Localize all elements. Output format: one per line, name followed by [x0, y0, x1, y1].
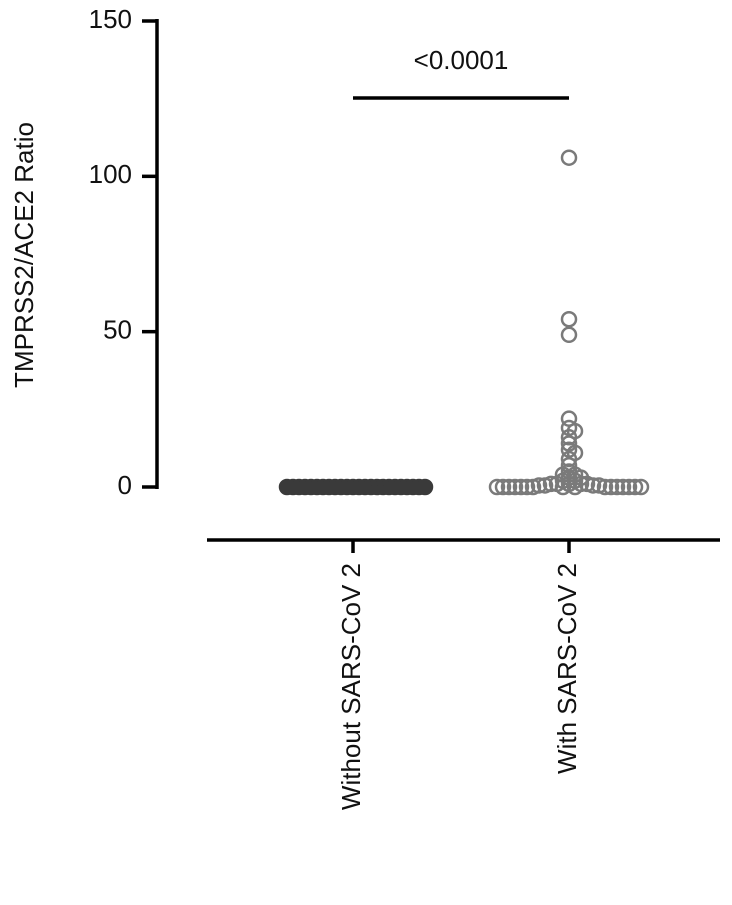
y-tick-label: 150: [89, 4, 132, 34]
data-point: [608, 478, 626, 496]
data-point: [560, 149, 578, 166]
data-point: [560, 429, 578, 446]
data-point: [620, 478, 638, 496]
data-point: [596, 478, 614, 496]
data-point: [518, 478, 536, 496]
data-point: [536, 477, 554, 494]
y-axis-label: TMPRSS2/ACE2 Ratio: [9, 122, 39, 388]
y-tick-label: 0: [118, 470, 132, 500]
annotation: <0.0001: [414, 45, 509, 75]
data-point: [554, 478, 572, 496]
data-point: [584, 477, 602, 494]
data-point: [614, 478, 632, 496]
data-point: [500, 478, 518, 496]
data-point: [278, 478, 296, 496]
data-point: [566, 478, 584, 496]
y-tick-label: 50: [103, 315, 132, 345]
data-point: [512, 478, 530, 496]
x-tick-label: With SARS-CoV 2: [552, 563, 582, 774]
data-point: [560, 326, 578, 344]
data-point: [602, 478, 620, 496]
x-tick-label: Without SARS-CoV 2: [336, 563, 366, 810]
data-point: [626, 478, 644, 496]
data-point: [416, 478, 434, 496]
data-point: [494, 478, 512, 496]
data-point: [632, 478, 650, 496]
data-point: [524, 478, 542, 496]
data-point: [506, 478, 524, 496]
y-tick-label: 100: [89, 159, 132, 189]
data-point: [560, 310, 578, 328]
data-point: [560, 450, 578, 468]
data-point: [488, 478, 506, 496]
